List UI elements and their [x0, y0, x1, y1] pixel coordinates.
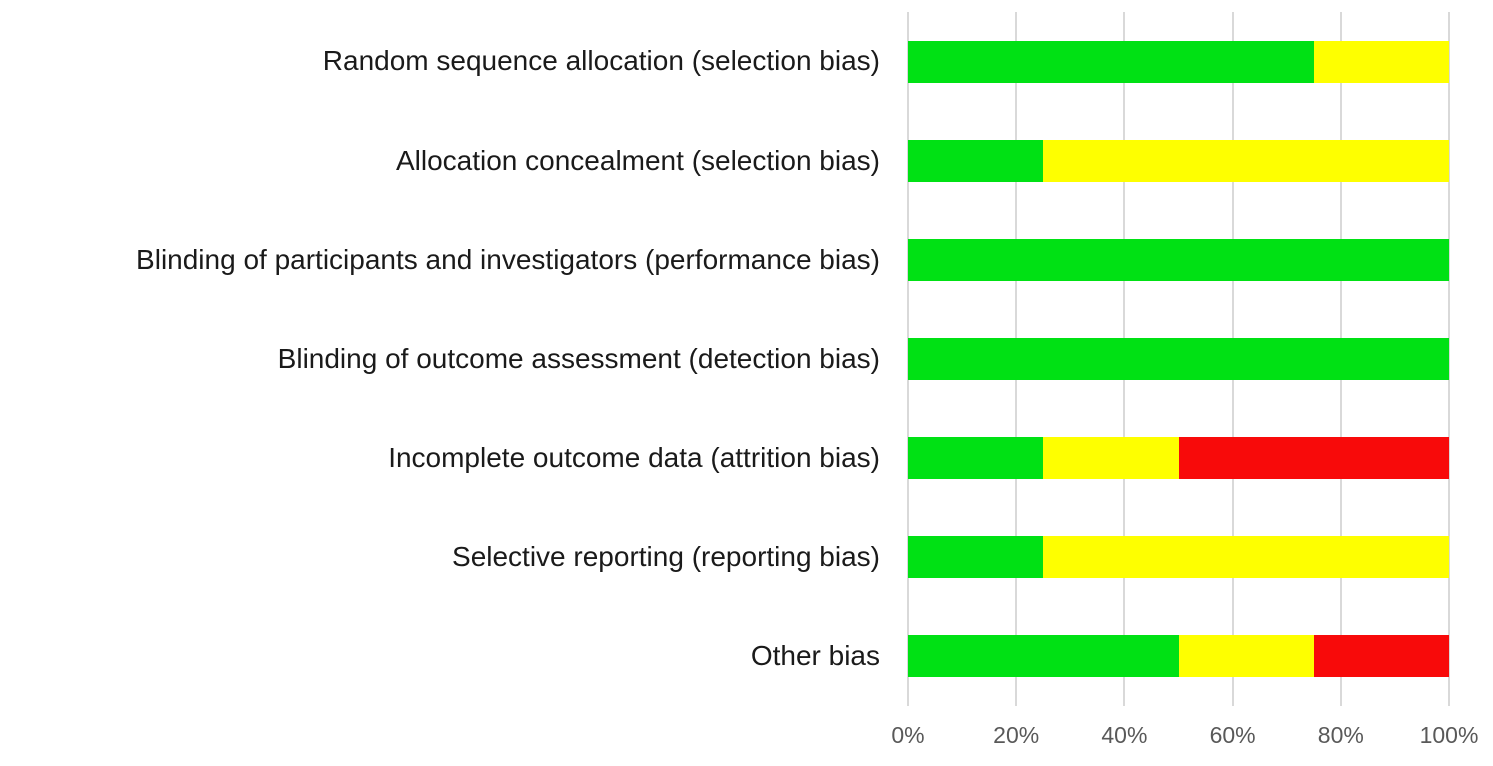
chart-row: Blinding of outcome assessment (detectio… [0, 309, 1493, 408]
stacked-bar [908, 437, 1449, 480]
category-label: Blinding of participants and investigato… [136, 243, 880, 275]
chart-rows: Random sequence allocation (selection bi… [0, 12, 1493, 706]
category-label: Blinding of outcome assessment (detectio… [277, 342, 880, 374]
category-label: Allocation concealment (selection bias) [395, 144, 880, 176]
green-segment [908, 40, 1314, 83]
chart-row: Blinding of participants and investigato… [0, 210, 1493, 309]
x-tick-label: 40% [1101, 722, 1148, 748]
chart-row: Other bias [0, 607, 1493, 706]
category-label: Selective reporting (reporting bias) [452, 541, 880, 573]
stacked-bar [908, 238, 1449, 281]
chart-row: Selective reporting (reporting bias) [0, 508, 1493, 607]
green-segment [908, 139, 1044, 182]
green-segment [908, 238, 1449, 281]
chart-row: Incomplete outcome data (attrition bias) [0, 409, 1493, 508]
green-segment [908, 536, 1044, 579]
x-tick-label: 0% [891, 722, 925, 748]
stacked-bar [908, 337, 1449, 380]
green-segment [908, 337, 1449, 380]
x-tick-label: 80% [1317, 722, 1364, 748]
x-tick-label: 20% [993, 722, 1040, 748]
chart-row: Allocation concealment (selection bias) [0, 111, 1493, 210]
red-segment [1178, 437, 1449, 480]
x-tick-label: 100% [1419, 722, 1479, 748]
stacked-bar [908, 635, 1449, 678]
chart-row: Random sequence allocation (selection bi… [0, 12, 1493, 111]
yellow-segment [1043, 139, 1449, 182]
stacked-bar [908, 536, 1449, 579]
yellow-segment [1043, 437, 1179, 480]
yellow-segment [1178, 635, 1314, 678]
x-tick-label: 60% [1209, 722, 1256, 748]
green-segment [908, 437, 1044, 480]
category-label: Other bias [750, 640, 880, 672]
yellow-segment [1043, 536, 1449, 579]
yellow-segment [1313, 40, 1449, 83]
stacked-bar [908, 139, 1449, 182]
x-axis: 0% 20% 40% 60% 80% 100% [891, 722, 1478, 756]
category-label: Random sequence allocation (selection bi… [322, 45, 880, 77]
category-label: Incomplete outcome data (attrition bias) [388, 442, 880, 474]
red-segment [1313, 635, 1449, 678]
stacked-bar [908, 40, 1449, 83]
green-segment [908, 635, 1179, 678]
gridline-100 [1448, 12, 1450, 706]
